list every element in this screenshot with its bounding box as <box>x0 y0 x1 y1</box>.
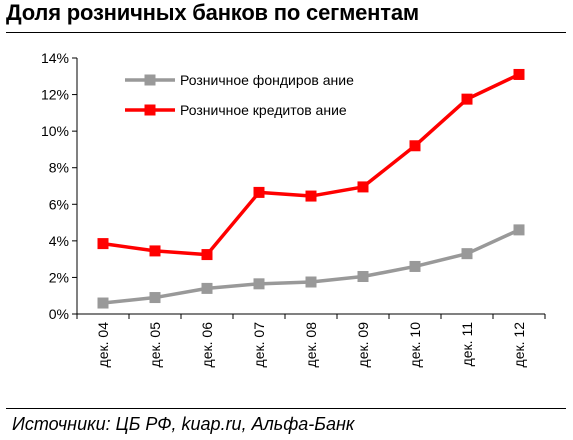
series-group <box>97 68 525 309</box>
y-tick-label: 6% <box>49 196 69 212</box>
legend-item: Розничное фондиров ание <box>125 72 354 88</box>
y-tick-label: 10% <box>41 123 69 139</box>
x-tick-label: дек. 05 <box>147 322 163 368</box>
data-point <box>149 245 161 257</box>
legend-label: Розничное кредитов ание <box>180 102 347 118</box>
y-tick-label: 2% <box>49 269 69 285</box>
data-point <box>201 282 213 294</box>
y-tick-labels: 0% 2% 4% 6% 8% 10% 12% 14% <box>41 50 69 322</box>
x-tick-label: дек. 11 <box>459 322 475 367</box>
legend-item: Розничное кредитов ание <box>125 102 347 118</box>
data-point <box>357 271 369 283</box>
x-tick-label: дек. 07 <box>251 322 267 368</box>
legend-marker <box>144 104 156 116</box>
axes <box>72 57 546 319</box>
data-point <box>305 190 317 202</box>
data-point <box>461 248 473 260</box>
x-tick-label: дек. 04 <box>95 322 111 368</box>
data-point <box>357 181 369 193</box>
data-point <box>149 292 161 304</box>
data-point <box>201 249 213 261</box>
y-tick-label: 8% <box>49 160 69 176</box>
y-tick-label: 14% <box>41 50 69 66</box>
source-note: Источники: ЦБ РФ, kuap.ru, Альфа-Банк <box>12 414 355 434</box>
legend: Розничное фондиров ание Розничное кредито… <box>125 72 354 118</box>
chart-title: Доля розничных банков по сегментам <box>6 0 419 25</box>
y-tick-label: 12% <box>41 87 69 103</box>
line-chart: 0%2%4%6%8%10%12%14% дек. 04 дек. 05 дек. 0… <box>41 50 546 368</box>
series-1 <box>97 224 525 309</box>
x-tick-label: дек. 06 <box>199 322 215 368</box>
series-line <box>102 228 520 305</box>
x-tick-label: дек. 08 <box>303 322 319 368</box>
source-divider <box>6 408 566 409</box>
data-point <box>97 238 109 250</box>
data-point <box>97 297 109 309</box>
series-2 <box>97 68 525 261</box>
data-point <box>513 224 525 236</box>
x-tick-label: дек. 09 <box>355 322 371 368</box>
data-point <box>253 186 265 198</box>
x-tick-label: дек. 10 <box>407 322 423 368</box>
title-divider <box>6 32 566 33</box>
x-tick-label: дек. 12 <box>511 322 527 368</box>
y-tick-label: 0% <box>49 306 69 322</box>
data-point <box>513 68 525 80</box>
data-point <box>409 260 421 272</box>
data-point <box>305 276 317 288</box>
legend-label: Розничное фондиров ание <box>180 72 354 88</box>
x-tick-labels: дек. 04 дек. 05 дек. 06 дек. 07 дек. 08 дек. … <box>95 322 527 368</box>
data-point <box>409 140 421 152</box>
y-tick-label: 4% <box>49 233 69 249</box>
legend-marker <box>144 74 156 86</box>
data-point <box>253 278 265 290</box>
data-point <box>461 93 473 105</box>
